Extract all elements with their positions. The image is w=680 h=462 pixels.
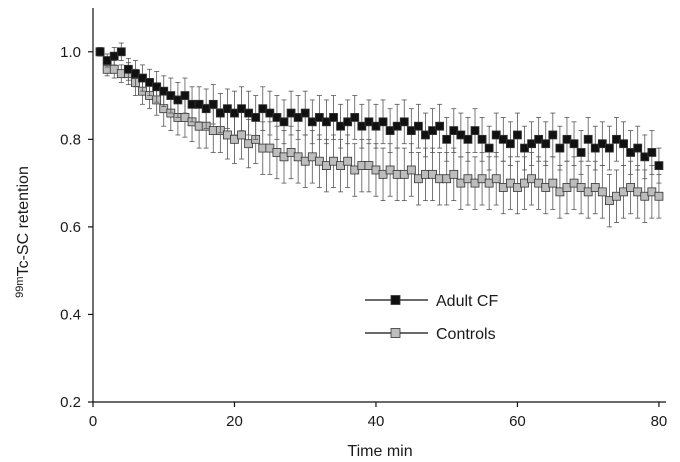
legend-item-adult-cf: Adult CF — [365, 293, 498, 310]
data-point — [301, 109, 309, 117]
x-tick-label: 60 — [509, 413, 526, 430]
y-tick-label: 0.2 — [60, 394, 81, 411]
x-axis-title: Time min — [347, 443, 412, 460]
data-point — [513, 131, 521, 139]
legend-marker — [391, 329, 400, 338]
x-tick-label: 80 — [651, 413, 668, 430]
data-point — [570, 140, 578, 148]
data-point — [542, 140, 550, 148]
data-point — [620, 140, 628, 148]
y-axis-ticks: 0.2 0.4 0.6 0.8 1.0 — [60, 44, 93, 411]
data-point — [117, 48, 125, 56]
legend-marker — [391, 296, 400, 305]
data-point — [351, 113, 359, 121]
axes — [93, 8, 666, 402]
legend: Adult CF Controls — [365, 293, 498, 343]
data-point — [549, 131, 557, 139]
y-axis-title: 99mTc-SC retention — [14, 166, 32, 298]
data-point — [280, 118, 288, 126]
data-point — [485, 144, 493, 152]
data-point — [252, 113, 260, 121]
data-point — [648, 148, 656, 156]
data-point — [464, 135, 472, 143]
data-point — [577, 148, 585, 156]
y-tick-label: 0.6 — [60, 219, 81, 236]
data-point — [450, 170, 458, 178]
data-point — [605, 144, 613, 152]
data-point — [655, 162, 663, 170]
x-axis-ticks: 0 20 40 60 80 — [89, 402, 667, 430]
data-point — [443, 135, 451, 143]
data-point — [492, 175, 500, 183]
data-point — [379, 118, 387, 126]
data-point — [344, 157, 352, 165]
data-point — [556, 144, 564, 152]
y-axis-title-main: Tc-SC retention — [15, 166, 32, 276]
x-tick-label: 20 — [226, 413, 243, 430]
data-point — [400, 118, 408, 126]
y-tick-label: 1.0 — [60, 44, 81, 61]
data-point — [209, 100, 217, 108]
y-axis-title-superscript: 99m — [14, 276, 26, 297]
legend-label: Controls — [436, 326, 496, 343]
data-point — [634, 144, 642, 152]
data-point — [478, 135, 486, 143]
data-point — [414, 122, 422, 130]
data-point — [584, 135, 592, 143]
data-point — [238, 131, 246, 139]
data-point — [549, 179, 557, 187]
series-controls — [96, 48, 663, 227]
data-point — [655, 192, 663, 200]
legend-item-controls: Controls — [365, 326, 496, 343]
data-point — [598, 188, 606, 196]
legend-label: Adult CF — [436, 293, 498, 310]
data-point — [436, 122, 444, 130]
y-tick-label: 0.8 — [60, 131, 81, 148]
data-point — [181, 92, 189, 100]
data-point — [407, 166, 415, 174]
data-point — [471, 127, 479, 135]
x-tick-label: 0 — [89, 413, 97, 430]
y-tick-label: 0.4 — [60, 306, 81, 323]
data-point — [506, 140, 514, 148]
series-layer — [96, 43, 663, 227]
x-tick-label: 40 — [368, 413, 385, 430]
data-point — [330, 113, 338, 121]
data-point — [96, 48, 104, 56]
